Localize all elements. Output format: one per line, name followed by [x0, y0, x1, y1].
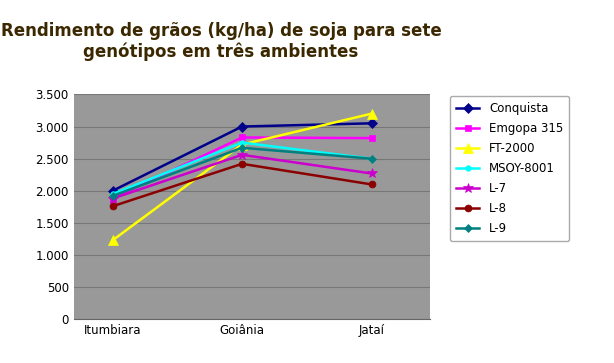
MSOY-8001 — [238, 140, 246, 145]
Line: Emgopa 315: Emgopa 315 — [109, 134, 375, 202]
L-9 — [109, 194, 116, 198]
Line: L-7: L-7 — [107, 150, 376, 203]
Line: MSOY-8001: MSOY-8001 — [110, 140, 375, 197]
Emgopa 315 — [238, 135, 246, 140]
MSOY-8001 — [109, 192, 116, 196]
L-7 — [368, 171, 375, 176]
MSOY-8001 — [368, 156, 375, 161]
L-9 — [238, 146, 246, 150]
FT-2000 — [109, 238, 116, 242]
L-8 — [238, 162, 246, 166]
FT-2000 — [238, 142, 246, 147]
Conquista — [368, 121, 375, 126]
L-7 — [238, 153, 246, 157]
FT-2000 — [368, 111, 375, 116]
Emgopa 315 — [368, 136, 375, 140]
L-8 — [368, 182, 375, 187]
Conquista — [109, 189, 116, 193]
Line: Conquista: Conquista — [109, 120, 375, 194]
Emgopa 315 — [109, 196, 116, 201]
Line: L-8: L-8 — [109, 160, 375, 210]
Line: FT-2000: FT-2000 — [107, 109, 376, 245]
L-9 — [368, 156, 375, 161]
L-8 — [109, 204, 116, 208]
Legend: Conquista, Emgopa 315, FT-2000, MSOY-8001, L-7, L-8, L-9: Conquista, Emgopa 315, FT-2000, MSOY-800… — [450, 96, 569, 241]
Line: L-9: L-9 — [110, 145, 375, 199]
Text: Rendimento de grãos (kg/ha) de soja para sete
genótipos em três ambientes: Rendimento de grãos (kg/ha) de soja para… — [1, 22, 441, 61]
Conquista — [238, 125, 246, 129]
L-7 — [109, 196, 116, 201]
